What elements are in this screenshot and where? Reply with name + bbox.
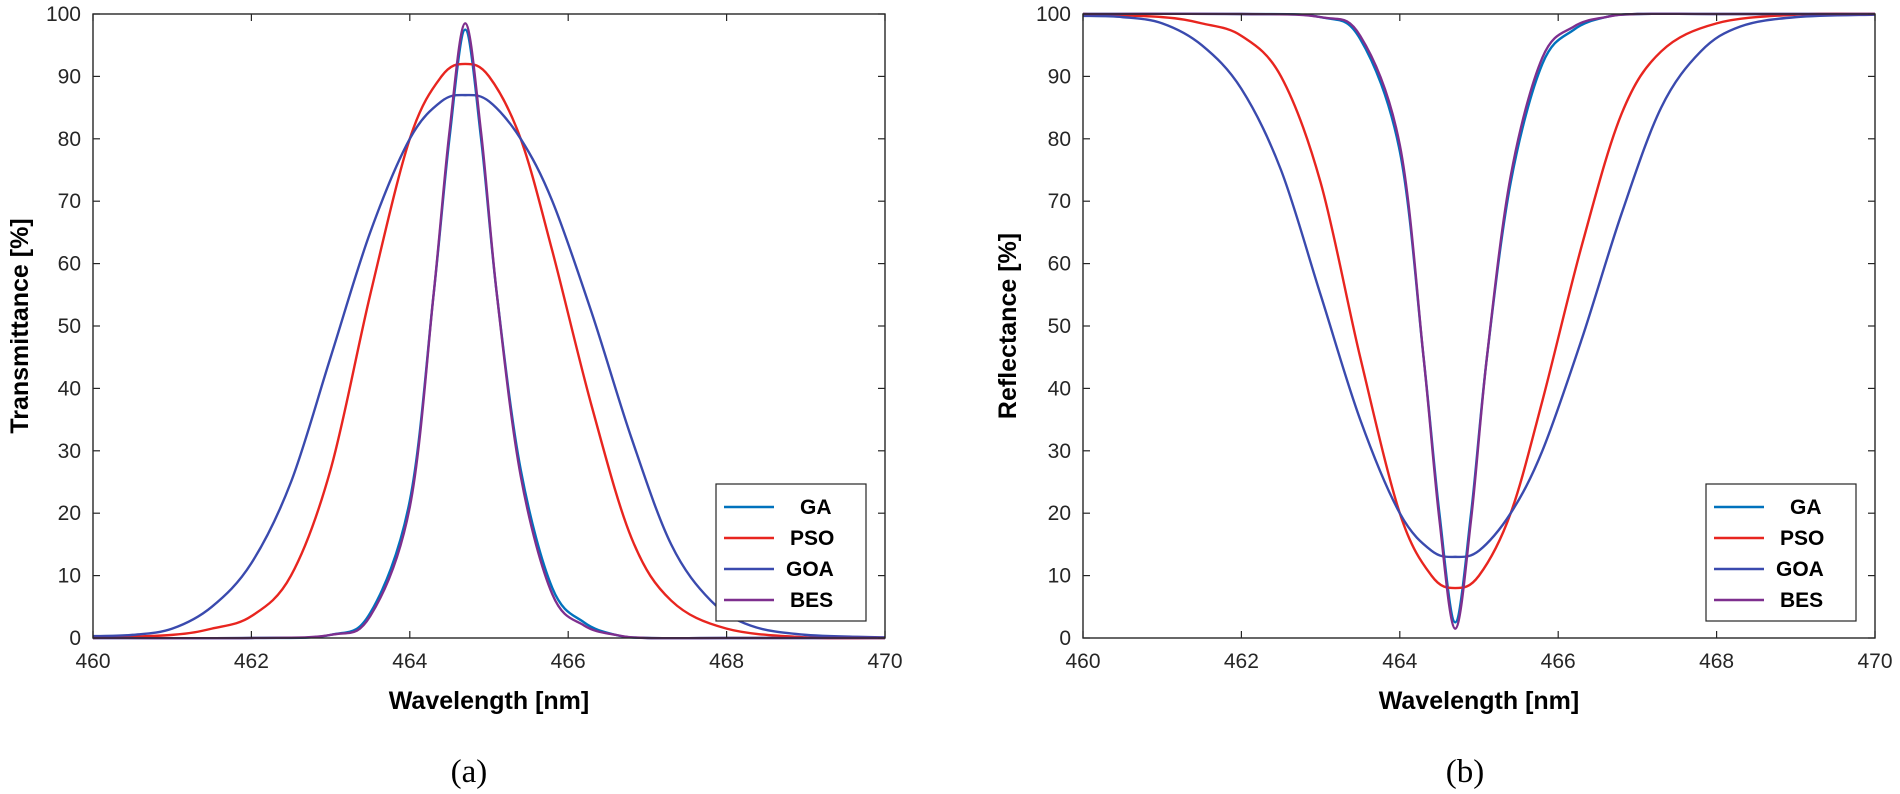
panel-b: 460 462 464 466 468 470 0 10 20 30 40 50 60 70 80 90 100… (994, 3, 1893, 790)
x-tick-label: 462 (234, 650, 269, 673)
series-line-pso (1082, 12, 1876, 590)
y-tick-label: 0 (69, 627, 81, 650)
axes-box (1082, 13, 1876, 639)
legend-label-bes: BES (790, 589, 833, 612)
y-tick-label: 0 (1059, 627, 1071, 650)
y-tick-label: 40 (1048, 377, 1071, 400)
y-tick-label: 40 (58, 377, 81, 400)
legend-label-ga: GA (800, 496, 832, 519)
caption-b: (b) (1446, 754, 1484, 790)
y-tick-label: 90 (58, 65, 81, 88)
x-axis-label: Wavelength [nm] (389, 687, 589, 715)
y-axis-label: Transmittance [%] (6, 218, 34, 433)
x-tick-label: 466 (551, 650, 586, 673)
y-tick-label: 60 (58, 253, 81, 276)
y-tick-label: 10 (58, 565, 81, 588)
y-tick-label: 70 (1048, 190, 1071, 213)
y-axis-label: Reflectance [%] (994, 233, 1022, 419)
tick-layer: 460 462 464 466 468 470 0 10 20 30 40 50 60 70 80 90 100 (46, 3, 903, 673)
legend-label-pso: PSO (790, 527, 834, 550)
series-line-goa (92, 93, 886, 639)
y-tick-label: 90 (1048, 65, 1071, 88)
x-tick-label: 470 (867, 650, 902, 673)
y-tick-label: 100 (46, 3, 81, 26)
y-tick-label: 70 (58, 190, 81, 213)
series-line-pso (92, 62, 886, 640)
legend-label-pso: PSO (1780, 527, 1824, 550)
x-tick-label: 460 (1065, 650, 1100, 673)
series-line-goa (1082, 13, 1876, 559)
x-tick-label: 462 (1224, 650, 1259, 673)
legend-label-goa: GOA (786, 558, 834, 581)
y-tick-label: 100 (1036, 3, 1071, 26)
legend: GA PSO GOA BES (715, 483, 867, 622)
x-tick-label: 460 (75, 650, 110, 673)
x-axis-label: Wavelength [nm] (1379, 687, 1579, 715)
y-tick-label: 20 (1048, 502, 1071, 525)
x-tick-label: 464 (392, 650, 427, 673)
legend-label-bes: BES (1780, 589, 1823, 612)
series-layer (92, 22, 886, 640)
y-tick-label: 50 (1048, 315, 1071, 338)
x-tick-label: 466 (1541, 650, 1576, 673)
y-tick-label: 30 (58, 440, 81, 463)
x-tick-label: 468 (709, 650, 744, 673)
y-tick-label: 50 (58, 315, 81, 338)
series-layer (1082, 12, 1876, 630)
caption-a: (a) (451, 754, 488, 790)
y-tick-label: 80 (1048, 128, 1071, 151)
y-tick-label: 20 (58, 502, 81, 525)
y-tick-label: 30 (1048, 440, 1071, 463)
x-tick-label: 470 (1857, 650, 1892, 673)
legend-label-ga: GA (1790, 496, 1822, 519)
y-tick-label: 10 (1048, 565, 1071, 588)
tick-layer: 460 462 464 466 468 470 0 10 20 30 40 50 60 70 80 90 100 (1036, 3, 1893, 673)
y-tick-label: 80 (58, 128, 81, 151)
panel-a: 460 462 464 466 468 470 0 10 20 30 40 50 60 70 80 90 100… (6, 3, 903, 790)
series-line-bes (92, 22, 885, 640)
axes-box (92, 13, 886, 639)
y-tick-label: 60 (1048, 253, 1071, 276)
x-tick-label: 464 (1382, 650, 1417, 673)
legend-label-goa: GOA (1776, 558, 1824, 581)
series-line-bes (1082, 12, 1875, 630)
x-tick-label: 468 (1699, 650, 1734, 673)
legend: GA PSO GOA BES (1705, 483, 1857, 622)
